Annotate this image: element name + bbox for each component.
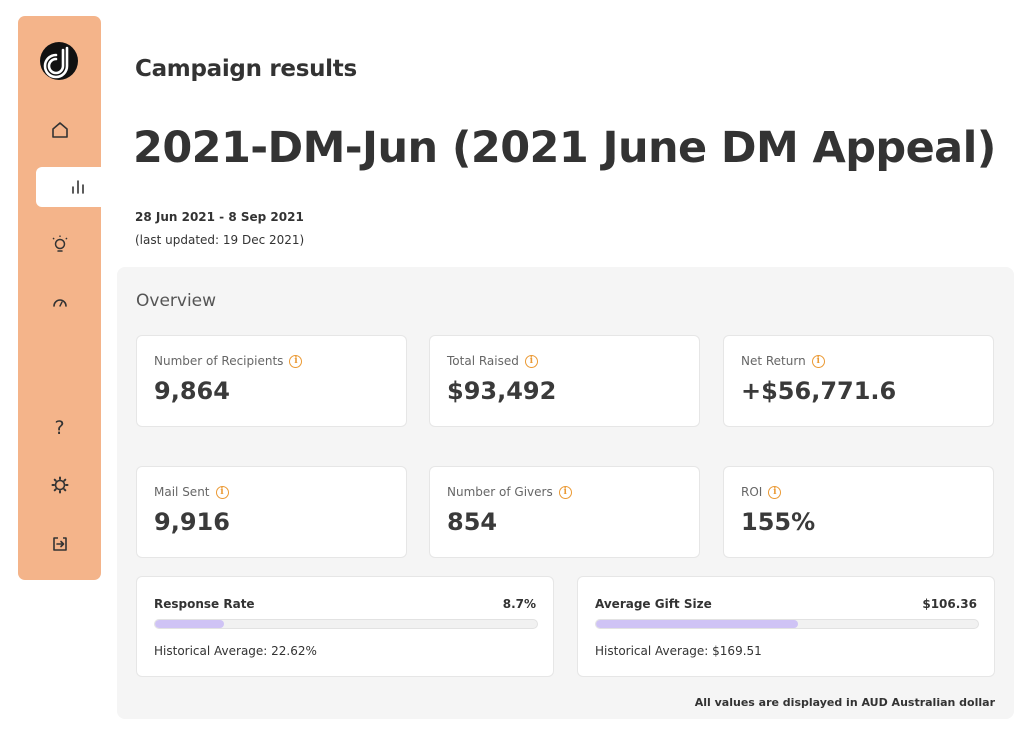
gauge-icon <box>52 299 67 307</box>
response-rate-card: Response Rate 8.7% Historical Average: 2… <box>136 576 554 677</box>
currency-footnote: All values are displayed in AUD Australi… <box>694 696 995 709</box>
nav-results[interactable] <box>36 167 119 207</box>
avg-gift-value: $106.36 <box>922 597 977 611</box>
card-value: $93,492 <box>447 377 557 405</box>
info-icon[interactable]: i <box>215 485 229 499</box>
response-rate-historical: Historical Average: 22.62% <box>154 644 317 658</box>
info-icon[interactable]: i <box>811 354 825 368</box>
nav-settings[interactable] <box>18 465 101 505</box>
overview-panel: Overview Number of Recipients i 9,864 To… <box>117 267 1014 719</box>
card-label: Number of Givers <box>447 485 553 499</box>
page-label: Campaign results <box>135 56 357 82</box>
avg-gift-historical: Historical Average: $169.51 <box>595 644 762 658</box>
card-roi: ROI i 155% <box>723 466 994 558</box>
d-logo-icon[interactable] <box>40 42 78 80</box>
lightbulb-icon <box>52 235 67 252</box>
response-rate-label: Response Rate <box>154 597 255 611</box>
card-total-raised: Total Raised i $93,492 <box>429 335 700 427</box>
card-net-return: Net Return i +$56,771.6 <box>723 335 994 427</box>
sidebar: ? <box>18 16 119 580</box>
question-icon: ? <box>54 416 65 439</box>
info-icon[interactable]: i <box>768 485 782 499</box>
logout-icon <box>52 537 67 551</box>
bar-chart-icon <box>71 180 84 194</box>
date-range: 28 Jun 2021 - 8 Sep 2021 <box>135 210 304 224</box>
avg-gift-bar-fill <box>596 620 799 628</box>
response-rate-bar-fill <box>155 620 224 628</box>
card-value: +$56,771.6 <box>741 377 897 405</box>
card-label: Net Return <box>741 354 806 368</box>
info-icon[interactable]: i <box>524 354 538 368</box>
card-label: Mail Sent <box>154 485 210 499</box>
info-icon[interactable]: i <box>558 485 572 499</box>
response-rate-bar <box>154 619 538 629</box>
home-icon <box>51 122 68 138</box>
nav-logout[interactable] <box>18 524 101 564</box>
card-label: Total Raised <box>447 354 519 368</box>
card-value: 854 <box>447 508 498 536</box>
gear-icon <box>51 476 68 494</box>
response-rate-value: 8.7% <box>502 597 536 611</box>
avg-gift-bar <box>595 619 979 629</box>
overview-title: Overview <box>136 291 217 311</box>
campaign-title: 2021-DM-Jun (2021 June DM Appeal) <box>133 123 996 173</box>
card-label: ROI <box>741 485 763 499</box>
card-value: 155% <box>741 508 816 536</box>
card-value: 9,864 <box>154 377 230 405</box>
last-updated: (last updated: 19 Dec 2021) <box>135 233 305 247</box>
nav-dashboard[interactable] <box>18 282 101 322</box>
card-mail-sent: Mail Sent i 9,916 <box>136 466 407 558</box>
avg-gift-card: Average Gift Size $106.36 Historical Ave… <box>577 576 995 677</box>
nav-help[interactable]: ? <box>18 408 101 448</box>
info-icon[interactable]: i <box>289 354 303 368</box>
avg-gift-label: Average Gift Size <box>595 597 712 611</box>
card-recipients: Number of Recipients i 9,864 <box>136 335 407 427</box>
card-label: Number of Recipients <box>154 354 284 368</box>
card-givers: Number of Givers i 854 <box>429 466 700 558</box>
nav-insights[interactable] <box>18 224 101 264</box>
card-value: 9,916 <box>154 508 230 536</box>
nav-home[interactable] <box>18 110 101 150</box>
